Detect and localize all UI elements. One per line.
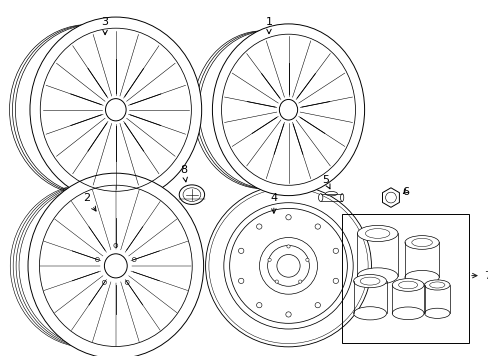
Ellipse shape [285, 312, 291, 317]
Ellipse shape [340, 194, 343, 202]
Text: 3: 3 [102, 17, 108, 35]
Ellipse shape [391, 279, 423, 291]
Ellipse shape [332, 278, 338, 284]
Ellipse shape [357, 268, 397, 284]
Polygon shape [382, 188, 399, 207]
Ellipse shape [353, 275, 386, 288]
Ellipse shape [285, 215, 291, 220]
Ellipse shape [286, 245, 289, 248]
Ellipse shape [424, 308, 449, 318]
Ellipse shape [267, 258, 271, 261]
Ellipse shape [391, 307, 423, 320]
Ellipse shape [279, 99, 297, 120]
Text: 8: 8 [180, 165, 187, 182]
Ellipse shape [404, 236, 438, 249]
Ellipse shape [275, 280, 278, 283]
Ellipse shape [314, 224, 320, 229]
Text: 6: 6 [401, 187, 408, 197]
Bar [342, 214, 468, 343]
Ellipse shape [305, 258, 308, 261]
Ellipse shape [256, 224, 262, 229]
Ellipse shape [256, 302, 262, 308]
Ellipse shape [424, 280, 449, 290]
Text: 4: 4 [270, 193, 277, 213]
Ellipse shape [353, 307, 386, 320]
Ellipse shape [30, 17, 201, 202]
Ellipse shape [179, 185, 204, 204]
Ellipse shape [318, 194, 322, 202]
Text: 7: 7 [471, 271, 488, 280]
Text: 2: 2 [83, 193, 96, 211]
Ellipse shape [212, 24, 364, 195]
Ellipse shape [314, 302, 320, 308]
Ellipse shape [357, 225, 397, 242]
Ellipse shape [325, 192, 337, 196]
Ellipse shape [298, 280, 301, 283]
Text: 1: 1 [265, 17, 272, 34]
Ellipse shape [238, 278, 244, 284]
Ellipse shape [104, 254, 127, 278]
Ellipse shape [404, 270, 438, 284]
Ellipse shape [28, 173, 203, 359]
Ellipse shape [238, 248, 244, 253]
Text: 5: 5 [322, 175, 329, 189]
Ellipse shape [332, 248, 338, 253]
Ellipse shape [105, 99, 126, 121]
